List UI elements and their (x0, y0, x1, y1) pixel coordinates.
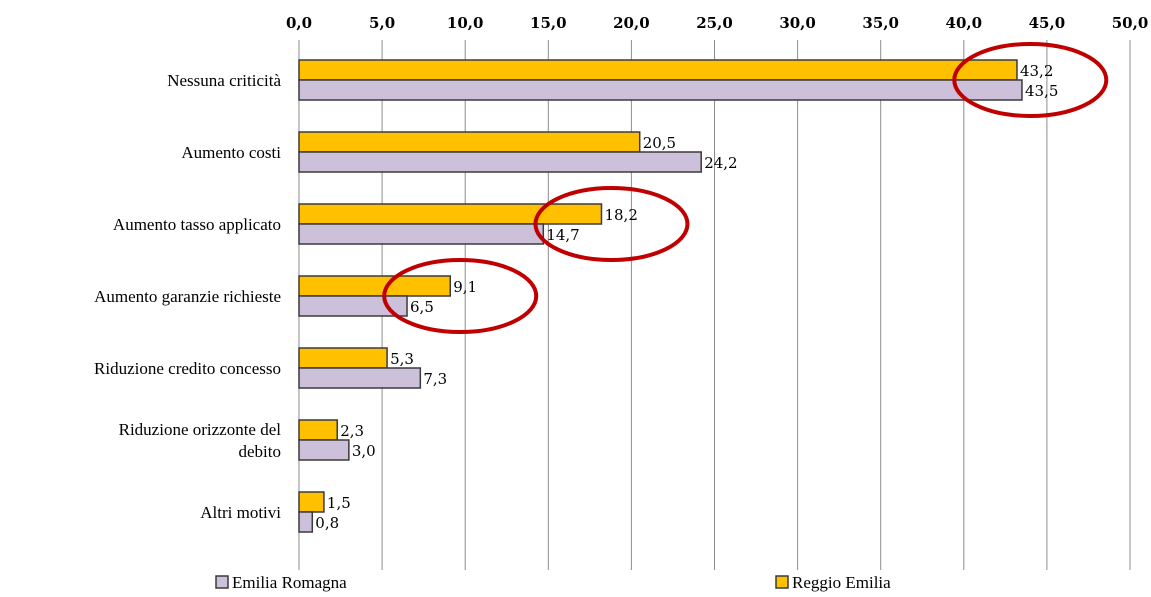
bar-emilia-romagna (298, 223, 545, 245)
category-label: Nessuna criticità (167, 71, 281, 90)
category-labels: Nessuna criticità Aumento costi Aumento ta… (94, 71, 281, 522)
data-label: 2,3 (340, 422, 364, 440)
data-label: 1,5 (327, 494, 351, 512)
x-tick-label: 40,0 (946, 14, 983, 32)
grid-lines (298, 40, 1131, 570)
x-tick-label: 35,0 (862, 14, 899, 32)
bar-reggio-emilia (298, 59, 1018, 81)
x-tick-label: 5,0 (369, 14, 395, 32)
data-label: 43,2 (1020, 62, 1053, 80)
x-tick-label: 25,0 (696, 14, 733, 32)
bar-reggio-emilia (298, 491, 325, 513)
data-label: 6,5 (410, 298, 434, 316)
category-label: debito (239, 442, 282, 461)
bar-reggio-emilia (298, 347, 388, 369)
data-label: 0,8 (315, 514, 339, 532)
data-label: 5,3 (390, 350, 414, 368)
bar-emilia-romagna (298, 511, 314, 533)
data-label: 7,3 (423, 370, 447, 388)
bar-emilia-romagna (298, 295, 408, 317)
data-label: 20,5 (643, 134, 676, 152)
data-label: 43,5 (1025, 82, 1058, 100)
highlight-ellipse (533, 186, 690, 262)
x-tick-label: 10,0 (447, 14, 484, 32)
category-label: Riduzione credito concesso (94, 359, 281, 378)
highlight-ellipse (952, 42, 1109, 118)
bar-emilia-romagna (298, 439, 350, 461)
legend-label: Emilia Romagna (232, 573, 347, 592)
x-tick-label: 15,0 (530, 14, 567, 32)
highlight-ellipse (382, 258, 539, 334)
x-tick-label: 20,0 (613, 14, 650, 32)
annotations (382, 42, 1109, 334)
data-label: 24,2 (704, 154, 737, 172)
bars: 43,2 43,5 20,5 24,2 18,2 14,7 9,1 6,5 5,3 7,3 2,3 3… (298, 59, 1058, 533)
data-label: 9,1 (453, 278, 477, 296)
x-axis-ticks: 0,0 5,0 10,0 15,0 20,0 25,0 30,0 35,0 40,0 45,0 50… (286, 14, 1148, 32)
legend-label: Reggio Emilia (792, 573, 891, 592)
legend-swatch (215, 575, 229, 589)
category-label: Aumento garanzie richieste (94, 287, 281, 306)
x-tick-label: 0,0 (286, 14, 312, 32)
data-label: 14,7 (546, 226, 579, 244)
bar-reggio-emilia (298, 275, 451, 297)
bar-emilia-romagna (298, 151, 702, 173)
x-tick-label: 30,0 (779, 14, 816, 32)
bar-reggio-emilia (298, 203, 603, 225)
legend: Emilia Romagna Reggio Emilia (215, 573, 891, 592)
category-label: Aumento costi (181, 143, 281, 162)
bar-emilia-romagna (298, 367, 422, 389)
bar-reggio-emilia (298, 131, 641, 153)
category-label: Aumento tasso applicato (113, 215, 281, 234)
data-label: 18,2 (604, 206, 637, 224)
bar-emilia-romagna (298, 79, 1023, 101)
category-label: Riduzione orizzonte del (119, 420, 282, 439)
x-tick-label: 50,0 (1112, 14, 1149, 32)
x-tick-label: 45,0 (1029, 14, 1066, 32)
data-label: 3,0 (352, 442, 376, 460)
bar-reggio-emilia (298, 419, 338, 441)
legend-swatch (775, 575, 789, 589)
category-label: Altri motivi (200, 503, 281, 522)
